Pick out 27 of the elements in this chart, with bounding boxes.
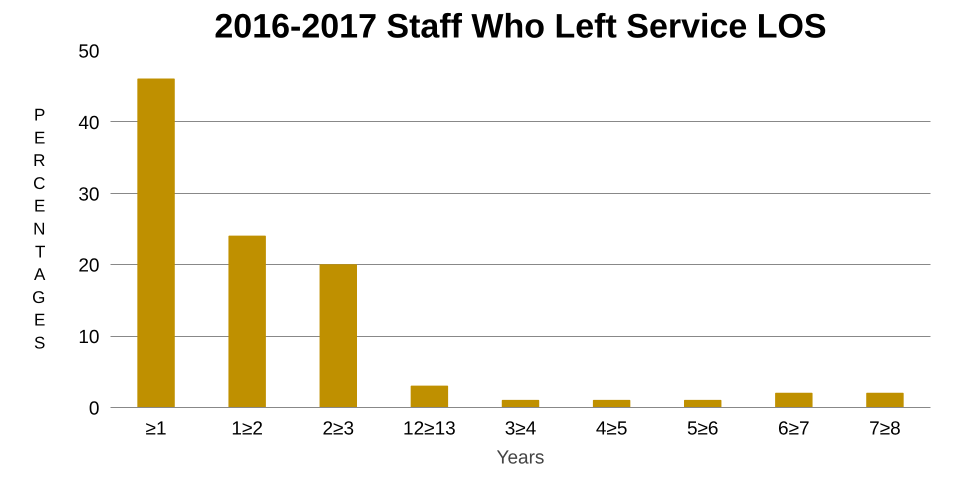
bar [866,392,904,408]
x-tick-label: 5≥6 [686,418,719,440]
y-tick-label: 30 [78,184,100,206]
x-tick-label: ≥1 [146,418,167,440]
bar [228,236,266,408]
y-tick-label: 20 [78,256,100,277]
x-tick-label: 6≥7 [778,418,810,440]
x-tick-label: 12≥13 [403,418,456,440]
x-axis-title: Years [496,448,544,468]
bar [592,400,630,408]
x-tick-label: 2≥3 [322,418,354,440]
bar [320,264,357,408]
x-tick-label: 7≥8 [869,418,901,440]
bar [775,392,813,408]
bar [502,400,540,408]
y-tick-label: 10 [78,327,100,348]
y-tick-label: 40 [78,112,100,134]
y-tick-label: 0 [88,398,100,420]
x-tick-label: 3≥4 [504,418,537,440]
x-tick-label: 1≥2 [231,418,263,440]
x-tick-label: 4≥5 [596,418,628,440]
bar [684,400,722,408]
bar [137,78,175,408]
y-tick-label: 50 [78,42,100,62]
text: PERCENTAGES [32,106,46,352]
chart-title: 2016-2017 Staff Who Left Service LOS [214,8,827,46]
bar [410,386,448,408]
